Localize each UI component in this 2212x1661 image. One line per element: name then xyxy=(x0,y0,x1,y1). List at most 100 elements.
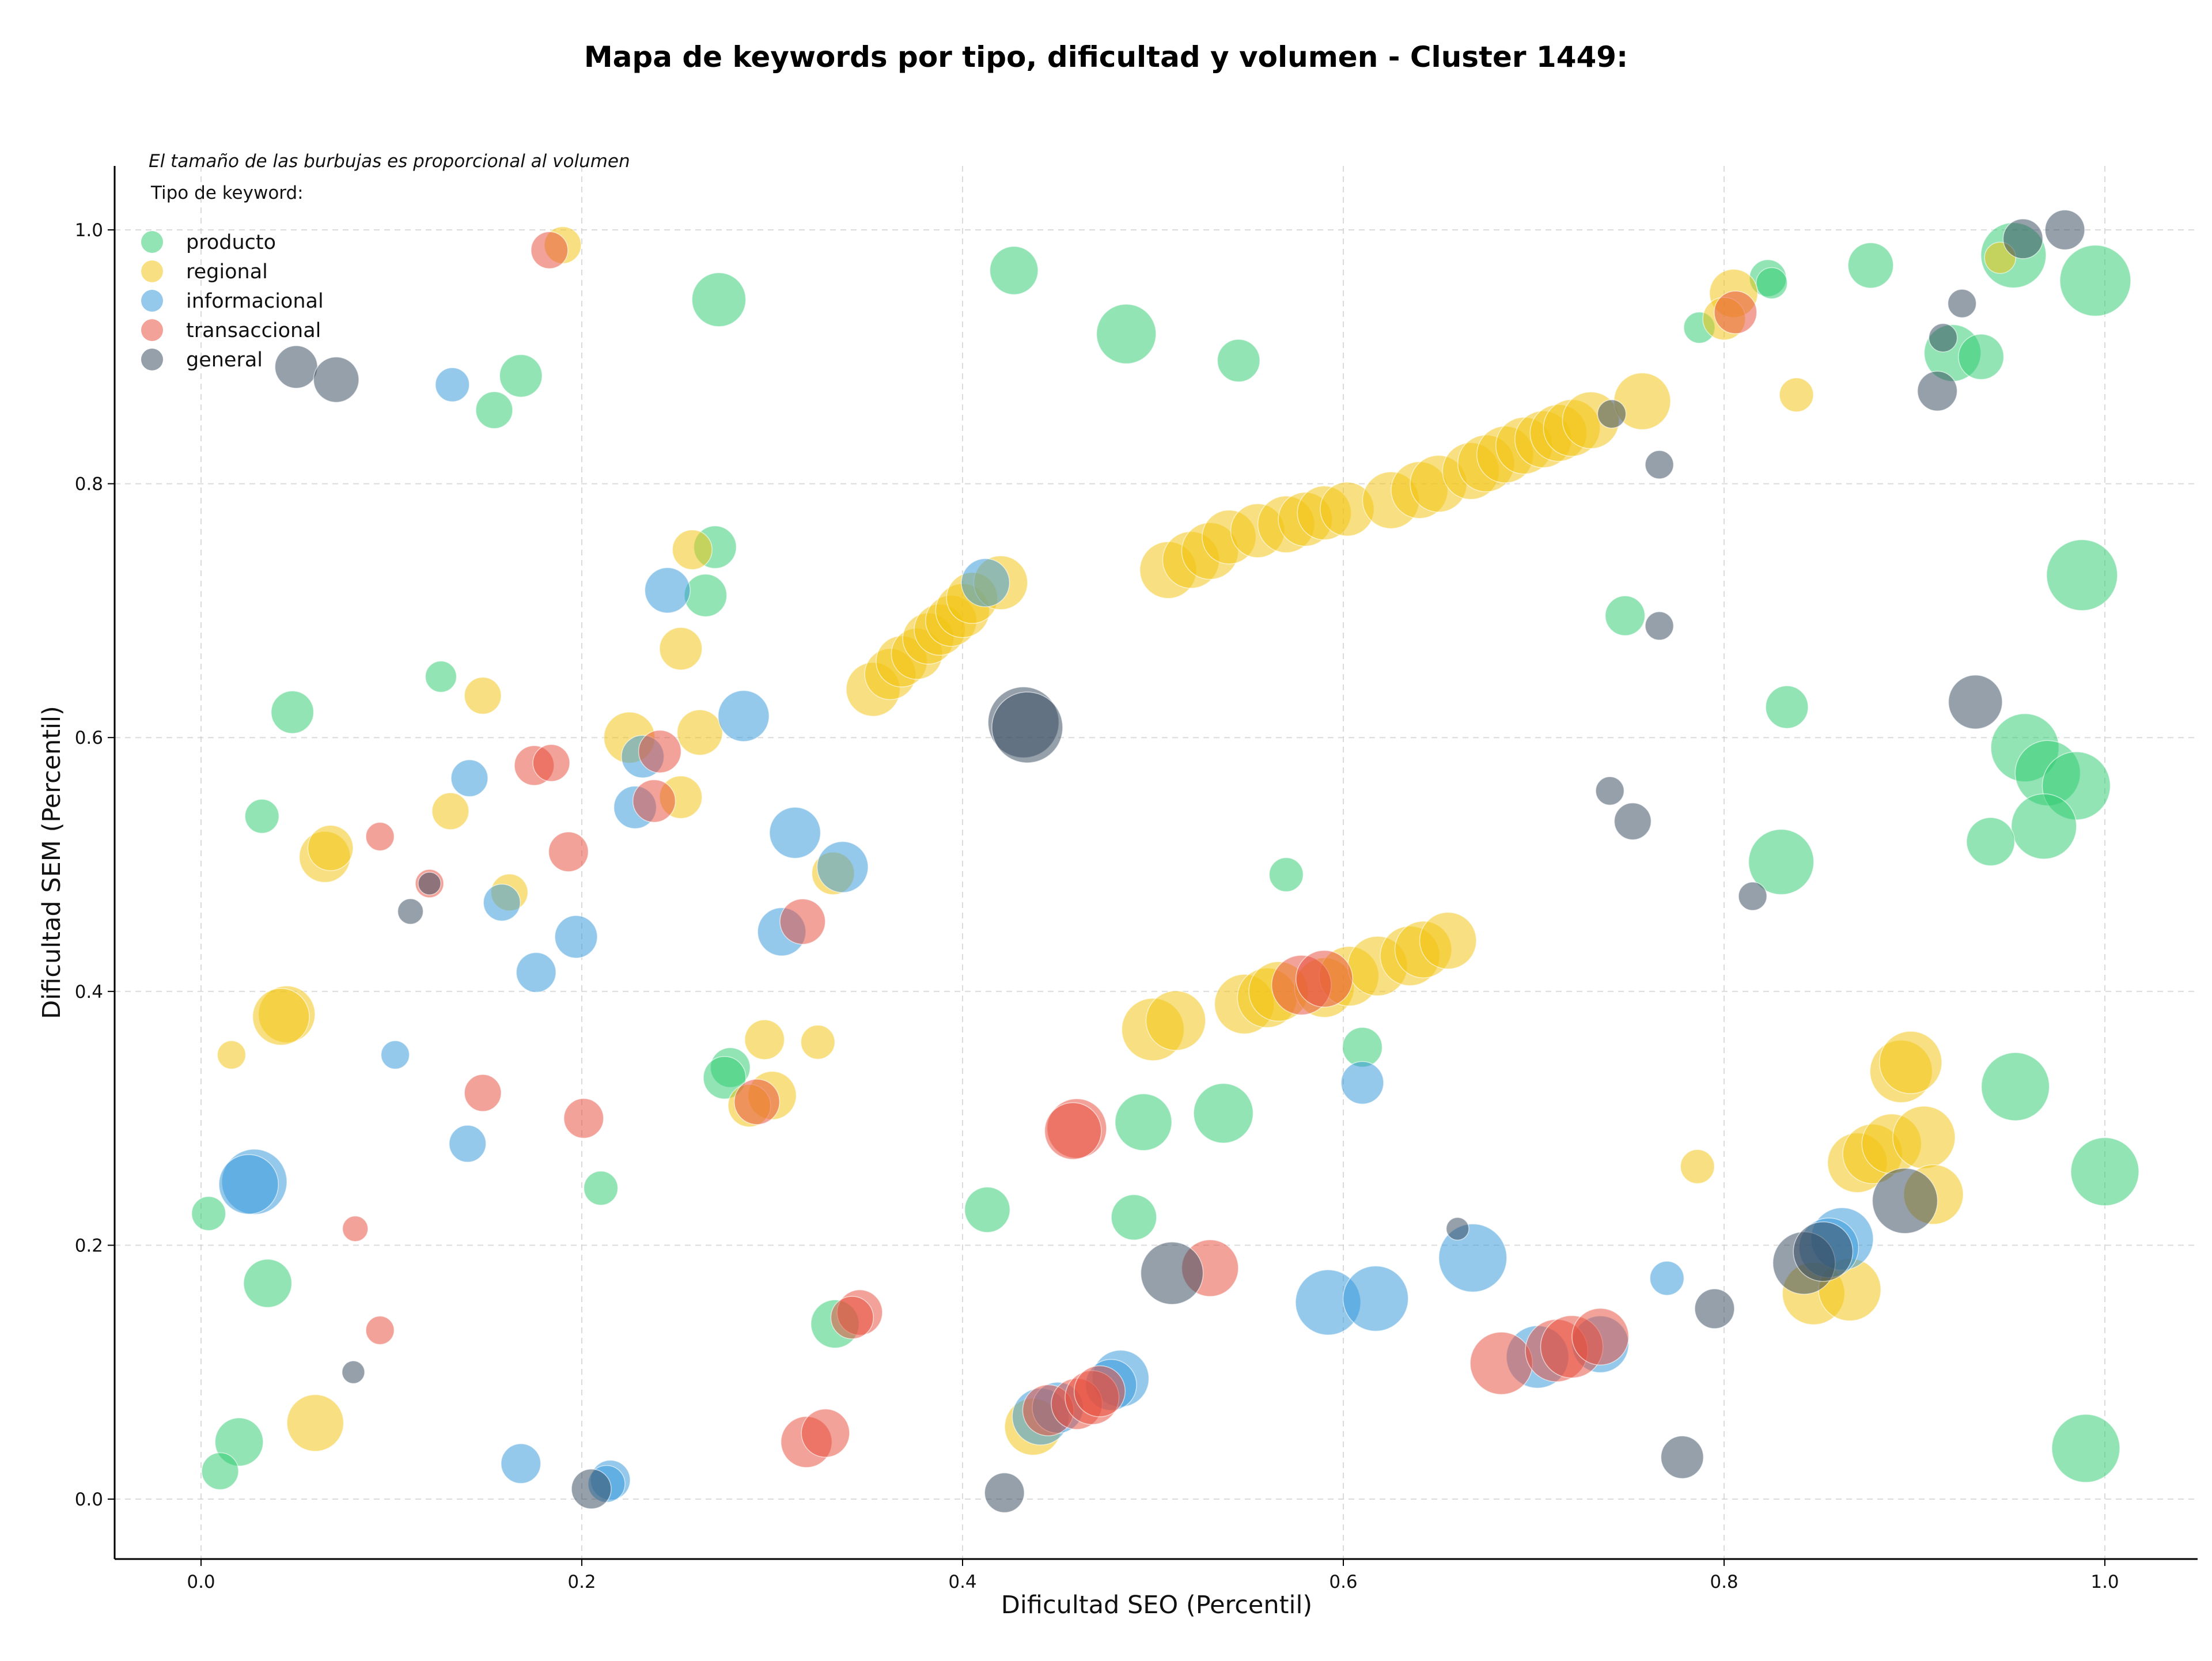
bubble-producto xyxy=(270,690,315,734)
bubble-transaccional xyxy=(342,1215,369,1242)
grid xyxy=(115,166,2198,1559)
bubble-producto xyxy=(1847,242,1894,289)
x-axis-label: Dificultad SEO (Percentil) xyxy=(1001,1591,1312,1620)
bubble-informacional xyxy=(218,1154,279,1215)
bubble-informacional xyxy=(816,841,869,893)
legend-marker xyxy=(141,349,163,370)
bubble-producto xyxy=(1115,1093,1172,1151)
bubble-regional xyxy=(800,1024,836,1060)
legend-label: general xyxy=(186,349,263,372)
y-tick-label: 0.4 xyxy=(75,982,103,1002)
bubble-transaccional xyxy=(830,1296,874,1340)
bubble-producto xyxy=(1980,1052,2050,1121)
bubble-producto xyxy=(243,1258,293,1308)
bubble-producto xyxy=(2051,1414,2120,1483)
bubble-producto xyxy=(425,660,457,693)
bubble-producto xyxy=(1958,334,2005,380)
legend-marker xyxy=(141,290,163,312)
bubble-transaccional xyxy=(801,1408,850,1458)
bubble-general xyxy=(1793,1221,1854,1282)
legend-label: informacional xyxy=(186,290,324,313)
bubble-producto xyxy=(989,245,1039,296)
bubble-regional xyxy=(1419,911,1477,970)
x-tick-label: 0.8 xyxy=(1710,1572,1738,1592)
bubble-producto xyxy=(684,573,728,618)
bubble-transaccional xyxy=(632,779,676,823)
bubble-producto xyxy=(964,1186,1011,1233)
bubble-informacional xyxy=(434,367,470,403)
bubble-informacional xyxy=(450,759,488,797)
bubble-general xyxy=(571,1469,612,1509)
bubble-regional xyxy=(1779,377,1814,413)
legend-title: Tipo de keyword: xyxy=(150,183,304,203)
bubble-general xyxy=(1694,1288,1735,1329)
bubble-regional xyxy=(464,676,502,715)
bubble-general xyxy=(1916,370,1958,411)
bubble-informacional xyxy=(516,952,556,993)
bubble-producto xyxy=(1765,685,1809,729)
y-ticks: 0.0 0.2 0.4 0.6 0.8 1.0 xyxy=(75,220,115,1510)
bubble-producto xyxy=(201,1452,239,1490)
chart-title: Mapa de keywords por tipo, dificultad y … xyxy=(584,40,1628,74)
bubble-informacional xyxy=(554,915,598,959)
bubble-regional xyxy=(676,709,724,756)
legend-entry-producto: producto xyxy=(141,231,276,254)
bubble-general xyxy=(1928,323,1958,353)
bubble-regional xyxy=(659,627,703,671)
bubble-general xyxy=(991,691,1063,763)
bubble-general xyxy=(1597,399,1627,429)
bubble-producto xyxy=(1604,595,1646,636)
bubble-producto xyxy=(2010,793,2077,860)
bubble-producto xyxy=(475,391,513,429)
bubble-transaccional xyxy=(1571,1308,1630,1365)
bubble-transaccional xyxy=(548,831,589,872)
bubble-transaccional xyxy=(365,822,395,852)
bubble-producto xyxy=(499,354,543,398)
legend-marker xyxy=(141,319,163,341)
bubble-transaccional xyxy=(532,744,570,782)
bubble-producto xyxy=(1755,267,1788,300)
bubble-regional xyxy=(286,1394,344,1452)
bubble-producto xyxy=(703,1055,747,1100)
bubble-informacional xyxy=(501,1443,541,1484)
bubble-general xyxy=(2044,209,2085,251)
bubble-general xyxy=(1613,802,1652,841)
bubble-transaccional xyxy=(1714,290,1758,334)
bubble-general xyxy=(313,356,359,403)
bubble-regional xyxy=(252,987,310,1046)
bubble-regional xyxy=(1145,990,1206,1051)
bubble-producto xyxy=(1268,857,1304,892)
bubble-informacional xyxy=(961,558,1010,608)
bubble-informacional xyxy=(644,567,691,614)
x-tick-label: 0.0 xyxy=(187,1572,215,1592)
bubble-general xyxy=(1948,675,2003,730)
bubble-producto xyxy=(1748,828,1815,895)
bubble-regional xyxy=(672,529,713,570)
bubble-informacional xyxy=(1340,1061,1384,1105)
bubble-informacional xyxy=(1342,1265,1409,1332)
bubble-transaccional xyxy=(638,729,682,774)
legend-entry-transaccional: transaccional xyxy=(141,319,321,342)
bubble-general xyxy=(1660,1435,1704,1479)
bubble-informacional xyxy=(1649,1261,1685,1296)
bubble-regional xyxy=(1892,1106,1956,1170)
bubble-transaccional xyxy=(779,898,826,945)
bubble-general xyxy=(2002,218,2044,259)
bubble-producto xyxy=(244,799,280,834)
legend: Tipo de keyword: producto regional informa… xyxy=(141,183,324,372)
bubble-general xyxy=(1140,1241,1204,1305)
bubble-regional xyxy=(307,824,354,871)
bubble-producto xyxy=(2059,244,2131,317)
legend-marker xyxy=(141,260,163,282)
bubble-general xyxy=(984,1472,1025,1514)
bubble-producto xyxy=(583,1170,619,1206)
series-transaccional xyxy=(342,231,1758,1468)
bubble-informacional xyxy=(483,883,521,922)
bubble-transaccional xyxy=(365,1315,395,1345)
y-tick-label: 0.8 xyxy=(75,474,103,495)
x-ticks: 0.0 0.2 0.4 0.6 0.8 1.0 xyxy=(187,1559,2119,1592)
bubble-regional xyxy=(217,1040,247,1070)
bubble-transaccional xyxy=(1469,1331,1533,1395)
y-tick-label: 0.0 xyxy=(75,1489,103,1510)
